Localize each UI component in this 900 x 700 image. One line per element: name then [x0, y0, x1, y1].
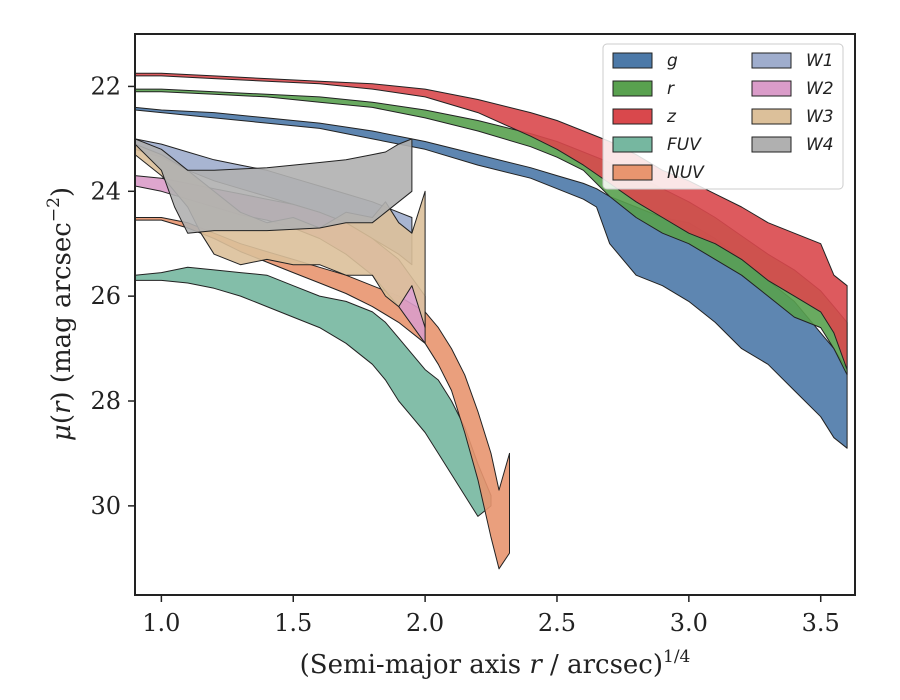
x-axis-label: (Semi-major axis r / arcsec)1/4 — [300, 647, 691, 680]
y-axis: 22 24 26 28 30 — [90, 72, 135, 520]
plot-frame — [134, 33, 856, 596]
legend-swatch-w3 — [751, 108, 792, 125]
legend-label-fuv: FUV — [667, 135, 702, 155]
legend-swatch-z — [612, 108, 653, 125]
legend-label-nuv: NUV — [667, 163, 705, 183]
x-tick-label: 3.5 — [802, 609, 840, 637]
y-tick-label: 26 — [90, 282, 121, 310]
legend-swatch-w4 — [751, 136, 792, 153]
x-tick-label: 2.5 — [538, 609, 576, 637]
series-area-z — [134, 72, 848, 371]
legend-label-g: g — [667, 51, 678, 71]
area-series-group — [134, 72, 848, 570]
y-tick-label: 28 — [90, 387, 121, 415]
legend-label-r: r — [667, 79, 675, 99]
series-area-g — [134, 106, 848, 449]
x-tick-label: 2.0 — [406, 609, 444, 637]
legend-frame — [602, 43, 844, 190]
legend: grz FUV NUV W1 W2 W3 W4 — [602, 43, 844, 190]
y-tick-label: 22 — [90, 72, 121, 100]
series-area-fuv — [134, 266, 492, 517]
x-tick-label: 1.5 — [274, 609, 312, 637]
y-axis-label: μ(r) (mag arcsec−2) — [44, 187, 77, 441]
x-axis: 1.0 1.5 2.0 2.5 3.0 3.5 — [142, 595, 840, 637]
y-tick-label: 24 — [90, 177, 121, 205]
legend-swatch-nuv — [612, 164, 653, 181]
legend-swatch-r — [612, 80, 653, 97]
legend-label-w2: W2 — [806, 79, 834, 99]
y-tick-label: 30 — [90, 492, 121, 520]
x-tick-label: 1.0 — [142, 609, 180, 637]
x-tick-label: 3.0 — [670, 609, 708, 637]
legend-swatch-w1 — [751, 52, 792, 69]
legend-label-z: z — [666, 107, 677, 127]
series-area-w4 — [134, 138, 413, 234]
legend-swatch-fuv — [612, 136, 653, 153]
legend-swatch-w2 — [751, 80, 792, 97]
legend-label-w4: W4 — [806, 135, 834, 155]
legend-swatch-g — [612, 52, 653, 69]
legend-label-w3: W3 — [806, 107, 834, 127]
legend-label-w1: W1 — [806, 51, 834, 71]
